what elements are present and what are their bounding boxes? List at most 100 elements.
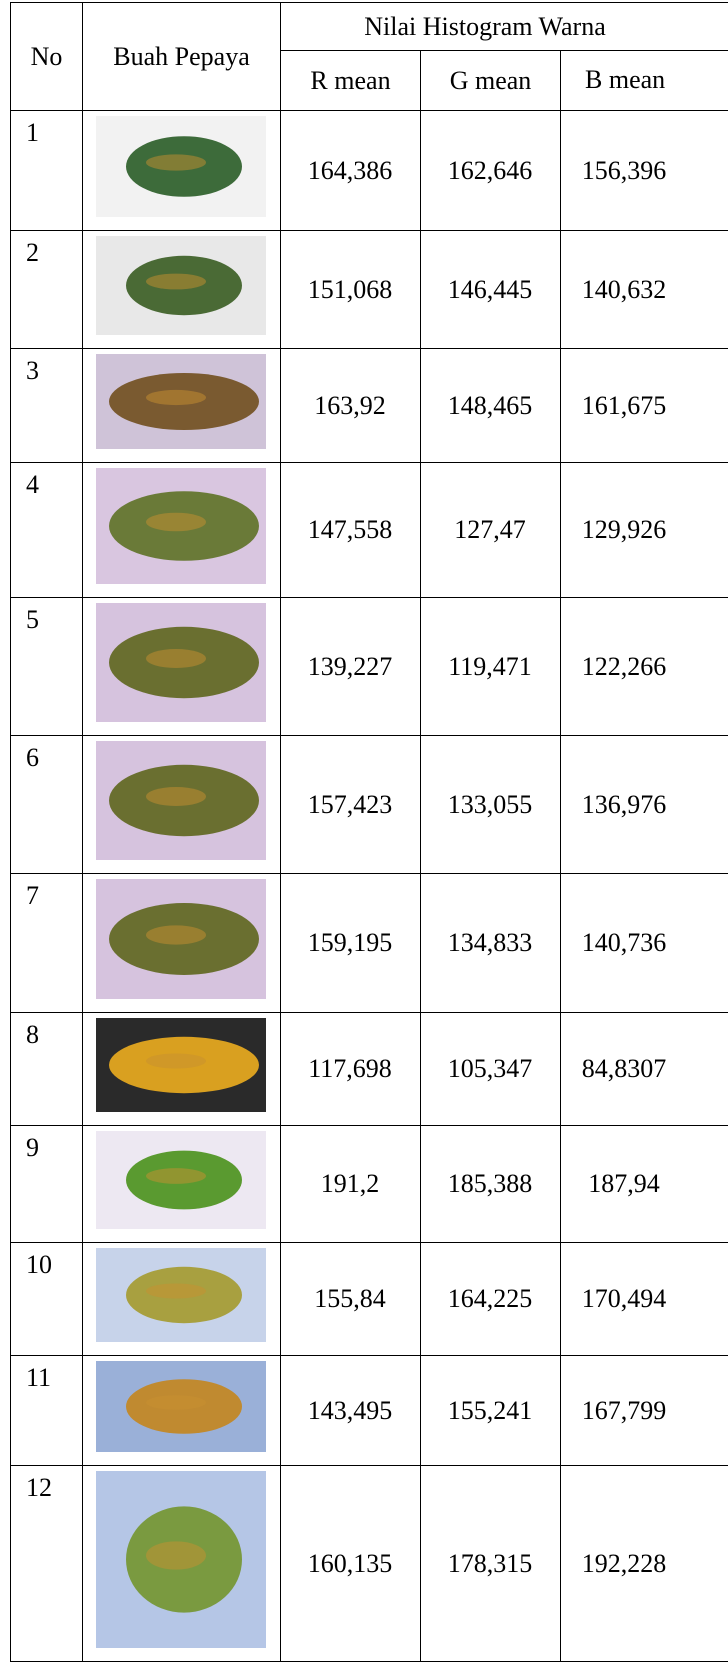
value-cell: 167,799 [560,1355,688,1466]
row-number: 10 [26,1250,52,1279]
table-cell [10,230,83,349]
color-mean: 143,495 [307,1395,393,1425]
papaya-photo [96,236,266,335]
value-cell: 105,347 [420,1012,560,1126]
papaya-photo [96,468,266,584]
value-cell: 187,94 [560,1125,688,1243]
value-cell: 134,833 [420,873,560,1013]
table-cell [10,462,83,598]
papaya-photo [96,1471,266,1648]
value-cell: 143,495 [280,1355,420,1466]
color-mean: 129,926 [581,515,667,544]
row-number: 9 [26,1133,39,1162]
color-mean: 84,8307 [581,1054,667,1083]
color-mean: 167,799 [581,1395,667,1425]
color-mean: 147,558 [307,515,393,544]
value-cell: 127,47 [420,462,560,598]
color-mean: 133,055 [447,789,533,819]
value-cell: 155,241 [420,1355,560,1466]
header-no: No [30,41,63,71]
color-mean: 156,396 [581,155,667,185]
value-cell: 191,2 [280,1125,420,1243]
color-mean: 178,315 [447,1548,533,1578]
header-fruit: Buah Pepaya [113,41,250,71]
color-mean: 140,632 [581,274,667,304]
row-number: 1 [26,118,39,147]
row-number: 5 [26,605,39,634]
color-mean: 105,347 [447,1054,533,1083]
color-mean: 191,2 [320,1169,380,1198]
value-cell: 192,228 [560,1465,688,1662]
table-cell [10,735,83,874]
color-mean: 192,228 [581,1548,667,1578]
row-number: 2 [26,238,39,267]
value-cell: 178,315 [420,1465,560,1662]
color-mean: 122,266 [581,651,667,681]
value-cell: 163,92 [280,348,420,463]
papaya-photo [96,354,266,449]
color-mean: 134,833 [447,928,533,957]
color-mean: 187,94 [588,1169,660,1198]
table-cell [10,1125,83,1243]
value-cell: 159,195 [280,873,420,1013]
header-cell: G mean [420,50,561,111]
color-mean: 160,135 [307,1548,393,1578]
color-mean: 161,675 [581,390,667,420]
color-mean: 117,698 [308,1054,392,1083]
color-mean: 155,84 [314,1284,386,1313]
row-number: 6 [26,743,39,772]
table-cell [10,873,83,1013]
value-cell: 151,068 [280,230,420,349]
table-cell [10,1012,83,1126]
value-cell: 140,736 [560,873,688,1013]
value-cell: 136,976 [560,735,688,874]
header-cell: R mean [280,50,421,111]
color-mean: 163,92 [314,390,386,420]
papaya-photo [96,879,266,999]
value-cell: 122,266 [560,597,688,736]
header-cell: B mean [560,50,728,111]
row-number: 7 [26,881,39,910]
papaya-photo [96,603,266,722]
papaya-photo [96,1248,266,1342]
color-mean: 162,646 [447,155,533,185]
papaya-photo [96,1361,266,1452]
color-mean: 136,976 [581,789,667,819]
row-number: 11 [26,1363,52,1392]
color-mean: 164,225 [447,1284,533,1313]
value-cell: 156,396 [560,110,688,231]
value-cell: 117,698 [280,1012,420,1126]
table-cell [10,597,83,736]
color-mean: 155,241 [447,1395,533,1425]
table-cell [10,110,83,231]
value-cell: 157,423 [280,735,420,874]
value-cell: 148,465 [420,348,560,463]
value-cell: 162,646 [420,110,560,231]
color-mean: 164,386 [307,155,393,185]
color-mean: 119,471 [448,651,532,681]
header-cell: Nilai Histogram Warna [280,2,728,51]
header-cell: Buah Pepaya [82,2,281,111]
value-cell: 164,225 [420,1242,560,1356]
row-number: 12 [26,1473,52,1502]
row-number: 3 [26,356,39,385]
value-cell: 164,386 [280,110,420,231]
header-r: R mean [310,65,391,95]
papaya-photo [96,741,266,860]
value-cell: 140,632 [560,230,688,349]
header-g: G mean [449,65,532,95]
value-cell: 155,84 [280,1242,420,1356]
row-number: 4 [26,470,39,499]
value-cell: 139,227 [280,597,420,736]
color-mean: 185,388 [447,1169,533,1198]
color-mean: 146,445 [447,274,533,304]
value-cell: 160,135 [280,1465,420,1662]
color-mean: 170,494 [581,1284,667,1313]
color-mean: 151,068 [307,274,393,304]
table-cell [10,348,83,463]
value-cell: 146,445 [420,230,560,349]
value-cell: 84,8307 [560,1012,688,1126]
value-cell: 119,471 [420,597,560,736]
papaya-photo [96,1018,266,1112]
